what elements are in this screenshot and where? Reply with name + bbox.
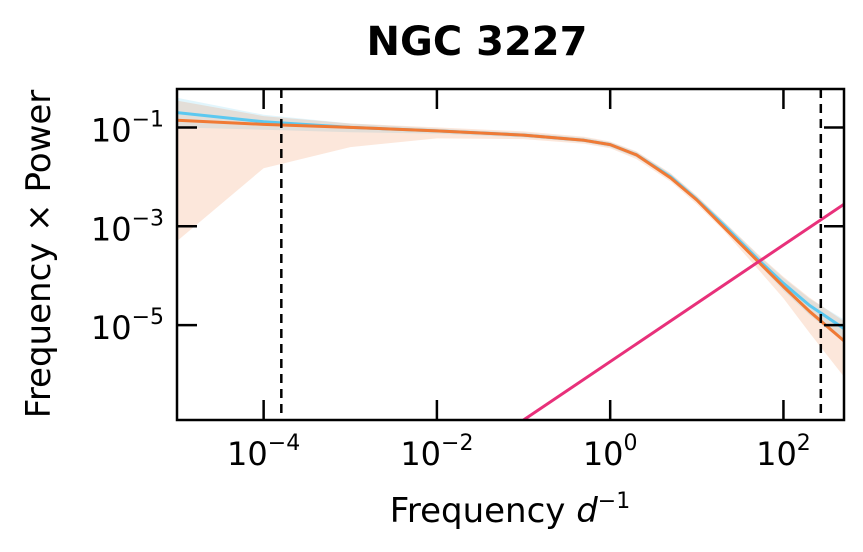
x-tick-label-3-base: 10 bbox=[583, 435, 624, 473]
y-tick-label-2: 10−3 bbox=[91, 206, 164, 248]
plot-frame bbox=[175, 87, 846, 422]
x-tick-label-3-exp: 0 bbox=[624, 431, 638, 456]
x-tick-label-2-exp: −2 bbox=[441, 431, 473, 456]
series-line-2 bbox=[177, 118, 844, 342]
y-axis-label: Frequency × Power bbox=[19, 90, 59, 419]
x-tick-label-1-base: 10 bbox=[227, 435, 268, 473]
y-tick-label-3-base: 10 bbox=[91, 309, 132, 347]
x-axis-label-var: d bbox=[576, 491, 598, 531]
x-tick-label-2-base: 10 bbox=[400, 435, 441, 473]
x-tick-label-2: 10−2 bbox=[400, 431, 473, 473]
axis-ticks bbox=[177, 89, 844, 420]
x-tick-label-3: 100 bbox=[583, 431, 638, 473]
y-tick-labels: 10−110−310−5 bbox=[91, 107, 164, 347]
y-tick-label-1-exp: −1 bbox=[132, 107, 164, 132]
x-tick-label-4-base: 10 bbox=[756, 435, 797, 473]
y-tick-label-1: 10−1 bbox=[91, 107, 164, 149]
series-line-3 bbox=[522, 202, 844, 420]
y-tick-label-1-base: 10 bbox=[91, 111, 132, 149]
x-axis-label: Frequency d−1 bbox=[390, 489, 630, 531]
x-tick-label-1-exp: −4 bbox=[268, 431, 300, 456]
y-tick-label-3-exp: −5 bbox=[132, 305, 164, 330]
band-2 bbox=[177, 100, 844, 377]
x-axis-label-exp: −1 bbox=[598, 489, 630, 514]
x-tick-label-1: 10−4 bbox=[227, 431, 300, 473]
uncertainty-bands bbox=[177, 97, 844, 377]
x-axis-label-text: Frequency bbox=[390, 491, 576, 531]
y-tick-label-2-exp: −3 bbox=[132, 206, 164, 231]
x-tick-label-4: 102 bbox=[756, 431, 811, 473]
y-tick-label-2-base: 10 bbox=[91, 210, 132, 248]
x-tick-labels: 10−4 10−2 100 102 bbox=[227, 431, 811, 473]
reference-lines bbox=[280, 89, 823, 420]
y-tick-label-3: 10−5 bbox=[91, 305, 164, 347]
series-lines bbox=[177, 111, 844, 420]
x-tick-label-4-exp: 2 bbox=[797, 431, 811, 456]
chart-title: NGC 3227 bbox=[367, 19, 588, 65]
